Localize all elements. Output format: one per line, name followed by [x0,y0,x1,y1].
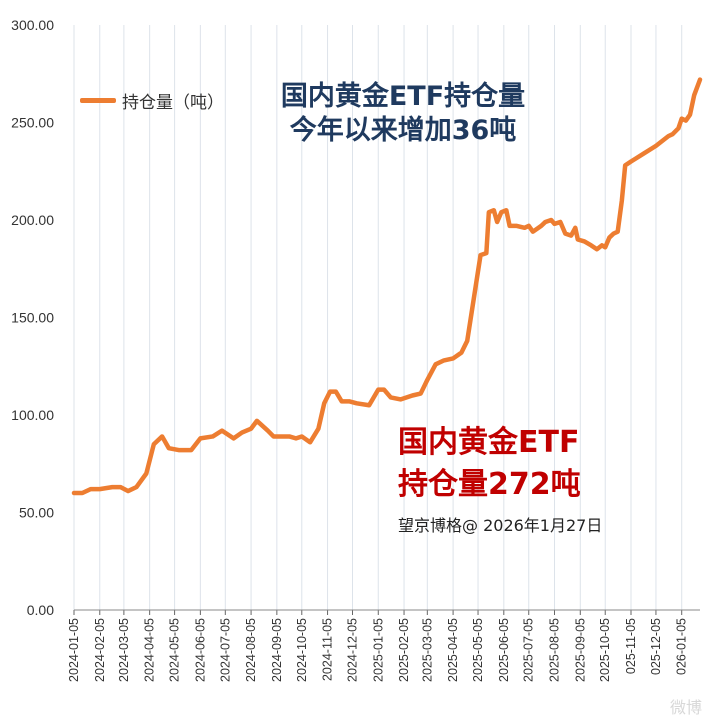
legend: 持仓量（吨） [80,88,224,113]
x-tick-label: 2024-09-05 [270,618,284,682]
x-tick-label: 2024-08-05 [244,618,258,682]
x-tick-label: 2024-10-05 [295,618,309,682]
grid-lines [73,25,683,610]
y-tick-label: 250.00 [11,115,54,131]
x-tick-label: 2025-09-05 [573,618,587,682]
x-tick-label: 2024-04-05 [143,618,157,682]
chart-title-line2: 今年以来增加36吨 [289,115,517,146]
x-tick-label: 2024-02-05 [93,618,107,682]
x-axis: 2024-01-05 2024-02-05 2024-03-05 2024-04-05… [67,609,700,682]
x-tick-label: 026-01-05 [675,618,689,675]
legend-swatch [80,98,116,103]
x-tick-label: 2025-01-05 [371,618,385,682]
x-tick-label: 2024-06-05 [193,618,207,682]
x-tick-label: 2025-04-05 [446,618,460,682]
y-tick-label: 0.00 [27,602,54,618]
x-tick-label: 2024-12-05 [345,618,359,682]
x-tick-label: 2024-05-05 [168,618,182,682]
y-tick-label: 50.00 [19,505,54,521]
y-tick-label: 300.00 [11,17,54,33]
y-tick-label: 100.00 [11,407,54,423]
series-layer [71,77,703,496]
highlight-line2: 持仓量272吨 [398,467,581,502]
x-tick-label: 2025-10-05 [598,618,612,682]
x-tick-label: 2024-07-05 [218,618,232,682]
highlight-line1: 国内黄金ETF [398,425,580,460]
highlight-annotation: 国内黄金ETF 持仓量272吨 [398,422,581,506]
credit-text: 望京博格@ 2026年1月27日 [398,516,603,535]
x-tick-label: 2025-03-05 [420,618,434,682]
x-tick-label: 2025-05-05 [471,618,485,682]
x-tick-label: 2024-03-05 [117,618,131,682]
x-tick-label: 2024-11-05 [321,618,335,681]
x-tick-label: 2024-01-05 [67,618,81,682]
watermark: 微博 [669,698,702,717]
x-tick-label: 2025-07-05 [522,618,536,682]
x-tick-label: 2025-06-05 [497,618,511,682]
chart-title-line1: 国内黄金ETF持仓量 [280,81,526,112]
x-tick-label: 2025-08-05 [548,618,562,682]
y-axis: 0.00 50.00 100.00 150.00 200.00 250.00 300.00 [11,17,54,618]
y-tick-label: 200.00 [11,212,54,228]
legend-label: 持仓量（吨） [122,93,224,113]
x-tick-label: 2025-02-05 [397,618,411,682]
y-tick-label: 150.00 [11,310,54,326]
x-tick-label: 025-12-05 [649,618,663,675]
chart-title: 国内黄金ETF持仓量 今年以来增加36吨 [278,80,528,148]
series-line [71,77,703,496]
x-tick-label: 025-11-05 [624,618,638,674]
